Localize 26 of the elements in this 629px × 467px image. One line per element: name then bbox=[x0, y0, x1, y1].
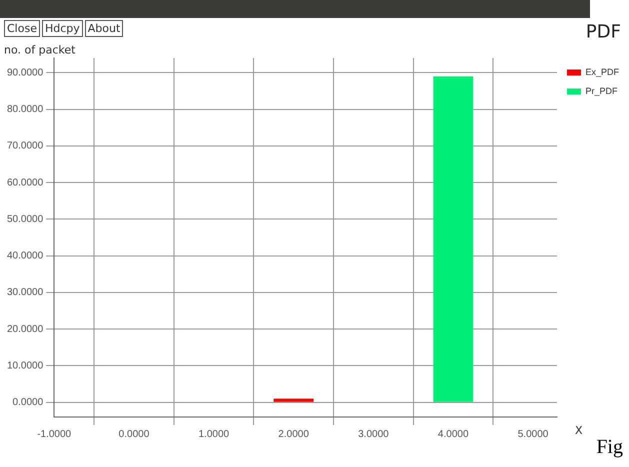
x-tick-label: 5.0000 bbox=[518, 428, 549, 440]
text: About bbox=[84, 20, 124, 37]
x-tick-label: 4.0000 bbox=[438, 428, 469, 440]
y-tick-label: 70.0000 bbox=[6, 140, 44, 152]
y-tick-label: 90.0000 bbox=[6, 67, 44, 78]
y-tick-label: 40.0000 bbox=[6, 250, 44, 262]
text: Hdcpy bbox=[42, 20, 83, 37]
y-tick-label: 50.0000 bbox=[6, 214, 44, 225]
y-tick-label: 80.0000 bbox=[6, 104, 44, 116]
text: Close bbox=[4, 20, 40, 37]
x-tick-label: 2.0000 bbox=[278, 428, 310, 440]
x-tick-label: 0.0000 bbox=[118, 428, 150, 440]
y-tick-label: 30.0000 bbox=[6, 287, 44, 298]
x-tick-label: 1.0000 bbox=[198, 428, 230, 440]
x-axis-title: X bbox=[574, 424, 583, 437]
legend-label: Ex_PDF bbox=[585, 66, 620, 77]
x-tick-label: -1.0000 bbox=[37, 428, 72, 440]
x-tick-label: 3.0000 bbox=[358, 428, 390, 440]
legend-label: Pr_PDF bbox=[585, 86, 618, 96]
text: Fig bbox=[596, 436, 623, 459]
y-tick-label: 20.0000 bbox=[6, 324, 44, 335]
y-tick-label: 10.0000 bbox=[6, 360, 44, 372]
y-tick-label: 0.0000 bbox=[12, 397, 44, 408]
y-tick-label: 60.0000 bbox=[6, 177, 44, 188]
y-axis-title: no. of packet bbox=[4, 43, 76, 56]
text: PDF bbox=[586, 22, 621, 43]
